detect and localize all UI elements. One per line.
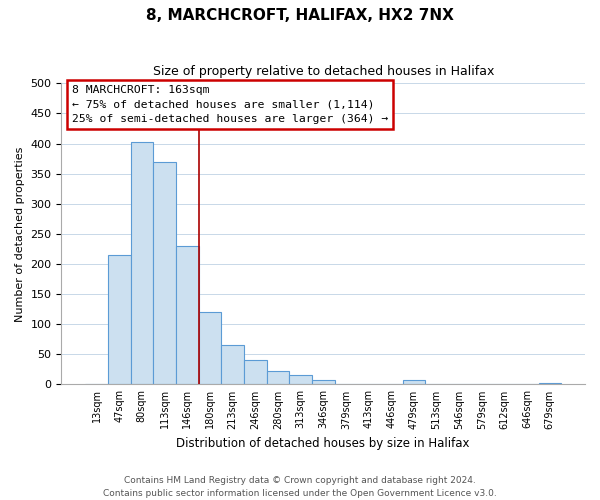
Text: 8 MARCHCROFT: 163sqm
← 75% of detached houses are smaller (1,114)
25% of semi-de: 8 MARCHCROFT: 163sqm ← 75% of detached h… <box>72 85 388 124</box>
Bar <box>153 162 176 384</box>
Bar <box>266 371 289 384</box>
Text: 8, MARCHCROFT, HALIFAX, HX2 7NX: 8, MARCHCROFT, HALIFAX, HX2 7NX <box>146 8 454 22</box>
Bar <box>539 382 561 384</box>
X-axis label: Distribution of detached houses by size in Halifax: Distribution of detached houses by size … <box>176 437 470 450</box>
Bar <box>108 255 131 384</box>
Y-axis label: Number of detached properties: Number of detached properties <box>15 146 25 322</box>
Bar <box>312 380 335 384</box>
Bar <box>221 346 244 385</box>
Bar <box>131 142 153 384</box>
Bar <box>289 376 312 384</box>
Bar <box>403 380 425 384</box>
Bar <box>199 312 221 384</box>
Title: Size of property relative to detached houses in Halifax: Size of property relative to detached ho… <box>152 65 494 78</box>
Bar <box>244 360 266 384</box>
Text: Contains HM Land Registry data © Crown copyright and database right 2024.
Contai: Contains HM Land Registry data © Crown c… <box>103 476 497 498</box>
Bar <box>176 246 199 384</box>
